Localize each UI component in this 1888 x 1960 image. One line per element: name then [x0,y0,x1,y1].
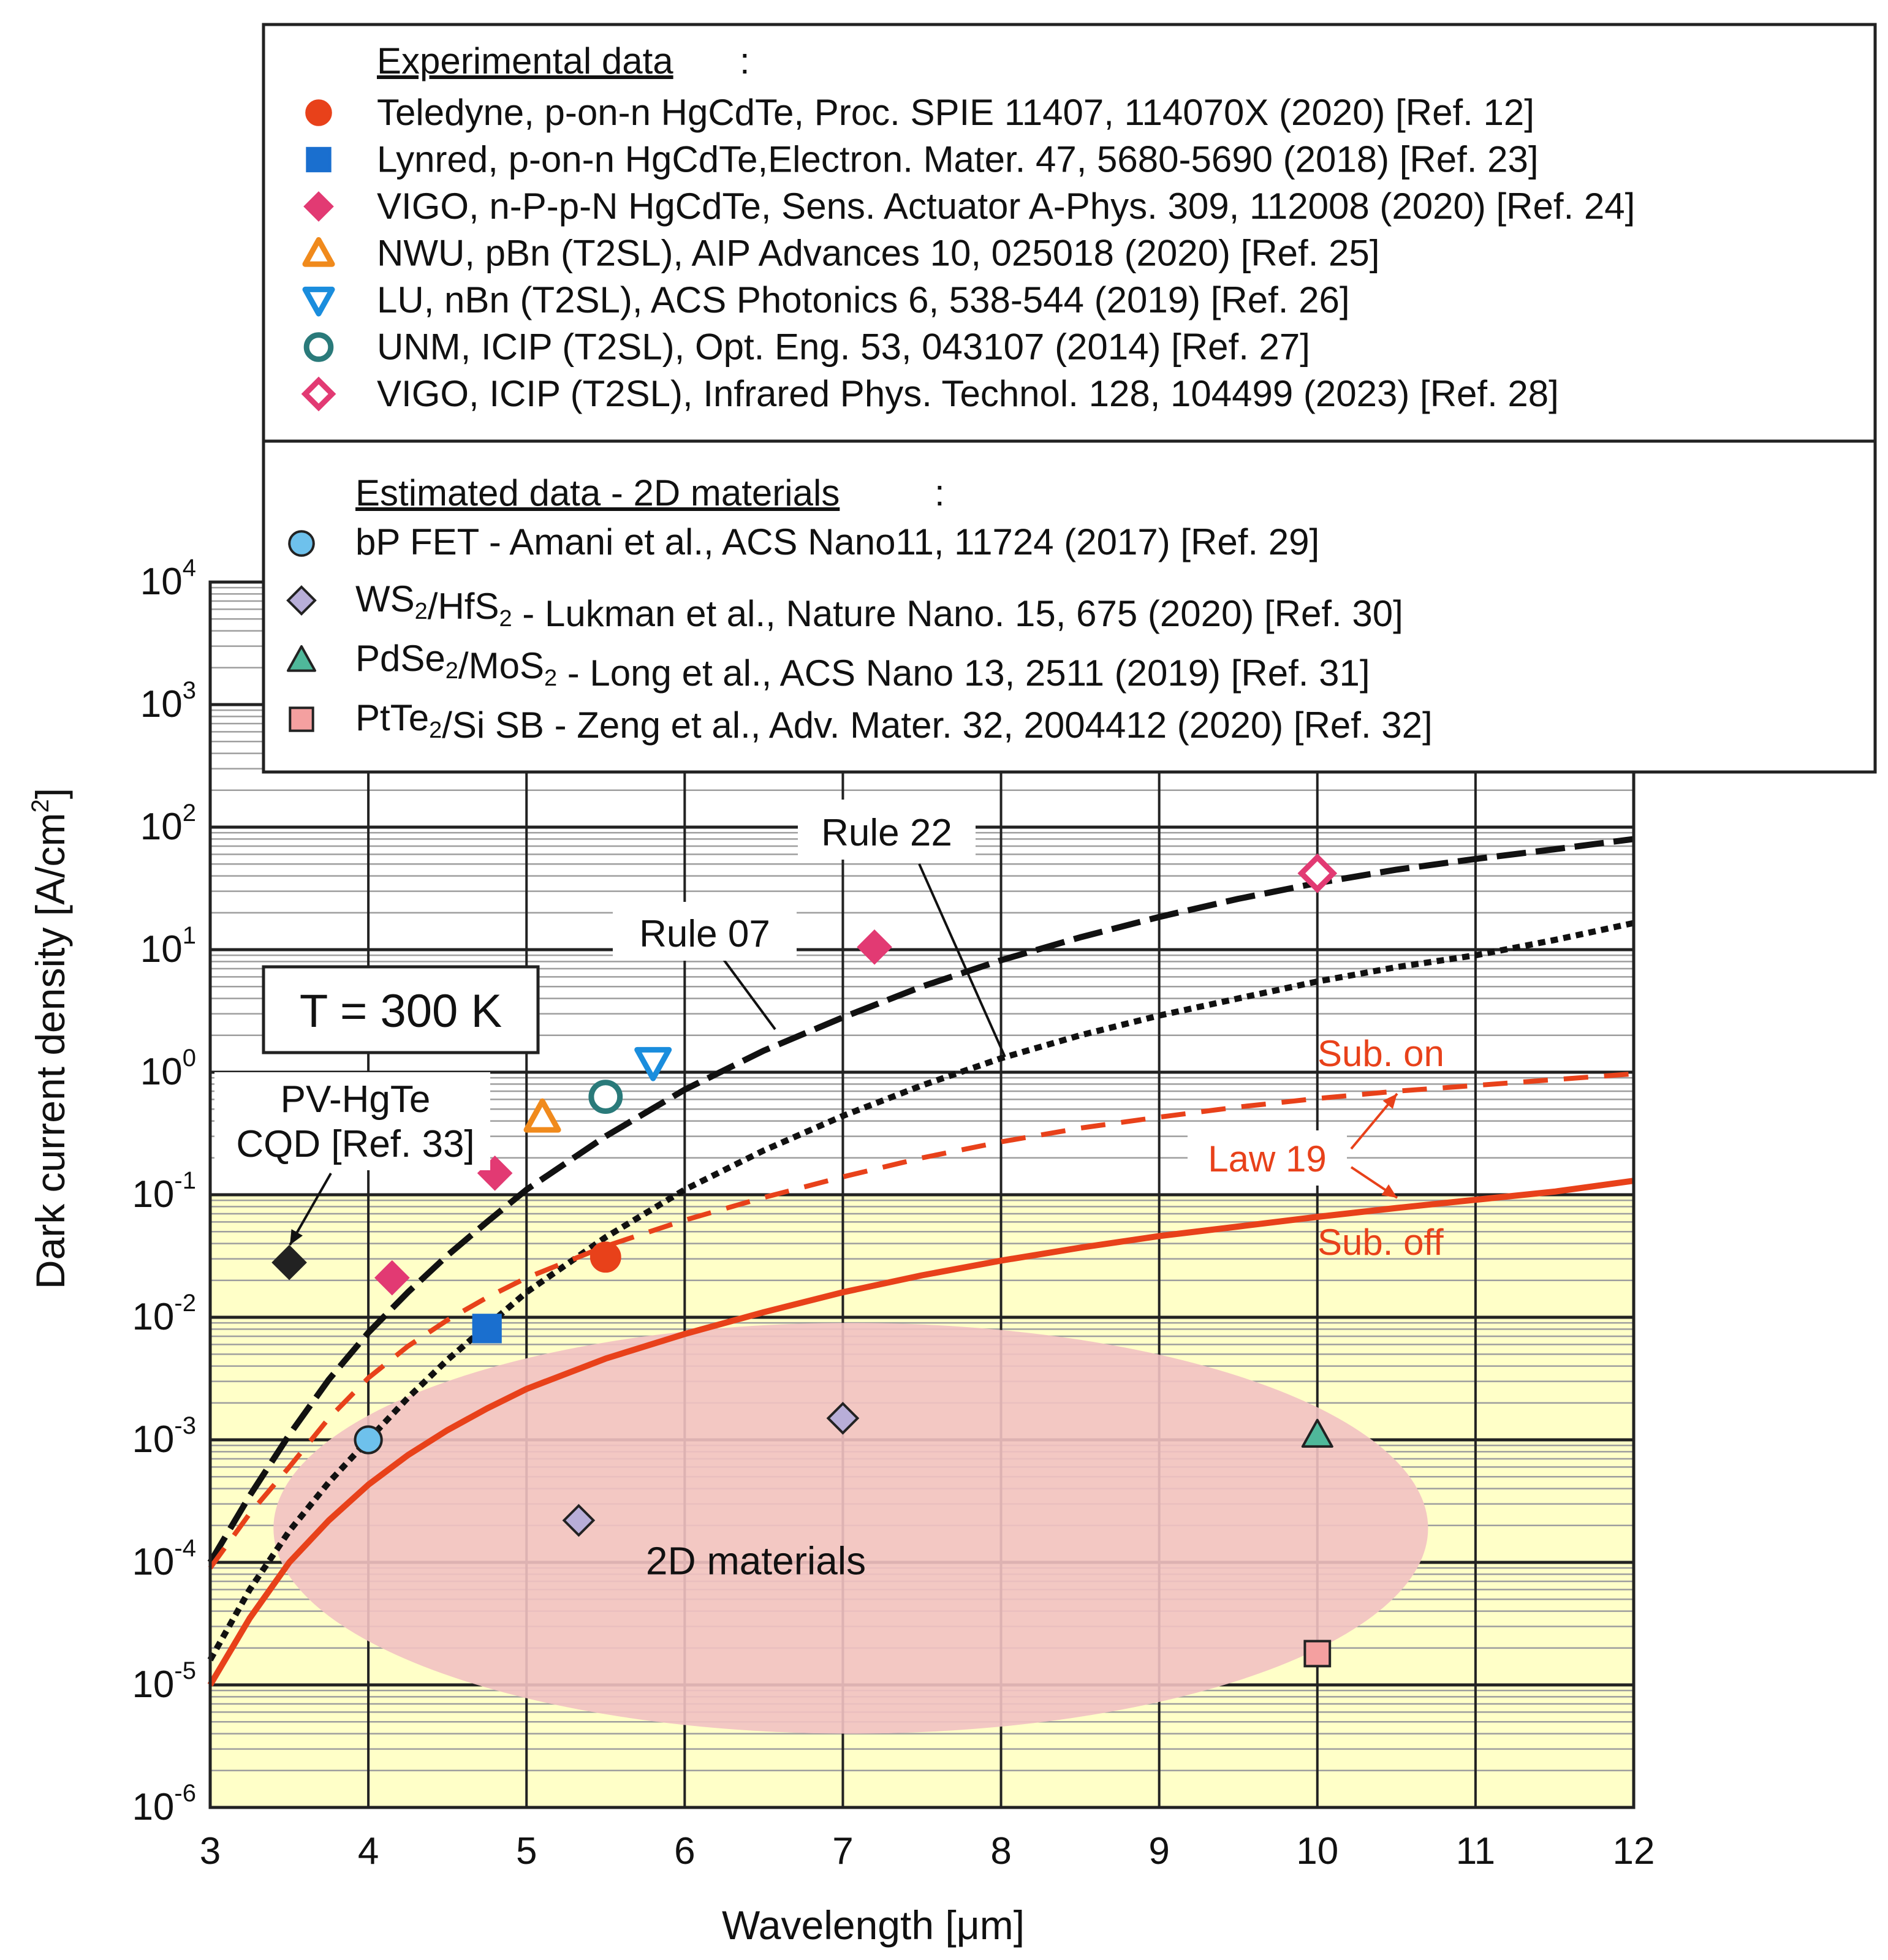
law19-leader-on-head [1382,1094,1397,1110]
curve-rule-22 [207,920,1635,1662]
legend-exp-marker-5 [303,332,334,362]
legend-exp-marker-0 [305,99,332,126]
legend-experimental-heading: Experimental data [377,40,673,81]
legend-estimated-box [262,439,1877,774]
x-tick-label: 3 [200,1830,221,1872]
rule22-leader [918,863,1006,1058]
x-tick-label: 10 [1296,1830,1338,1872]
point-ptte2-si-sb [1303,1640,1332,1668]
legend-exp-marker-6 [301,376,336,412]
sub-off-label: Sub. off [1317,1222,1444,1263]
legend-est-marker-3 [289,706,314,732]
cqd-label-line2: CQD [Ref. 33] [236,1123,474,1165]
legend-exp-entry-1: Lynred, p-on-n HgCdTe,Electron. Mater. 4… [377,139,1539,180]
curve-law-19-sub-off [207,1178,1634,1687]
y-tick-label: 10-3 [132,1412,196,1461]
curve-law-19-sub-on [208,1071,1634,1570]
legend-exp-marker-1 [306,146,332,173]
region-label: 2D materials [646,1538,866,1583]
x-tick-label: 8 [990,1830,1011,1872]
temperature-label: T = 300 K [300,985,502,1037]
x-tick-label: 6 [674,1830,695,1872]
axis-ticks: 3 4 5 6 7 8 9 10 11 12 104 103 102 101 100 10-1 10-2 10-3… [132,554,1655,1872]
cqd-leader-head [290,1229,303,1245]
point-vigo-n-p-p-n [374,1260,410,1296]
point-teledyne [590,1241,621,1273]
x-tick-label: 5 [516,1830,537,1872]
rule07-label: Rule 07 [639,913,770,955]
point-lu [634,1046,672,1081]
point-bp-fet [354,1425,383,1455]
cqd-label-bg [214,1072,490,1170]
y-tick-label: 10-5 [132,1657,196,1706]
leader-lines [289,863,1398,1246]
rule22-label: Rule 22 [821,812,952,854]
x-tick-label: 11 [1456,1830,1495,1872]
y-tick-label: 101 [140,922,196,971]
legend-estimated-heading: Estimated data - 2D materials [355,472,840,513]
legend-exp-entry-6: VIGO, ICIP (T2SL), Infrared Phys. Techno… [377,373,1559,414]
legend-estimated-heading-colon: : [935,472,945,513]
point-lynred [472,1314,502,1344]
y-tick-label: 10-4 [132,1535,196,1583]
annotations: T = 300 K Rule 22 Rule 07 Sub. on Sub. off La… [214,800,1444,1263]
sub-on-label: Sub. on [1317,1033,1444,1074]
model-curves [207,836,1635,1687]
legend-est-entry-2: PdSe2/MoS2 - Long et al., ACS Nano 13, 2… [355,638,1370,694]
y-tick-label: 10-1 [132,1167,196,1216]
region-ellipse [273,1323,1428,1734]
rule07-leader [722,958,776,1031]
legend-est-marker-2 [287,645,316,672]
y-axis-label: Dark current density [A/cm2] [27,788,73,1289]
legend-est-marker-1 [286,585,317,616]
legend-exp-marker-2 [303,191,334,222]
point-ws2-hfs2 [562,1504,596,1537]
legend-est-entry-3: PtTe2/Si SB - Zeng et al., Adv. Mater. 3… [355,697,1433,746]
legend: Experimental data: Teledyne, p-on-n HgCdT… [262,23,1877,774]
cqd-label-line1: PV-HgTe [281,1078,431,1121]
data-points [271,853,1338,1668]
x-tick-label: 7 [832,1830,853,1872]
x-tick-label: 4 [358,1830,379,1872]
law19-label-bg [1188,1130,1347,1186]
y-tick-label: 103 [140,677,196,725]
legend-exp-entry-0: Teledyne, p-on-n HgCdTe, Proc. SPIE 1140… [377,92,1534,133]
y-tick-label: 104 [140,554,196,603]
rule22-label-bg [798,800,976,860]
point-vigo-n-p-p-n [857,929,892,965]
legend-exp-marker-4 [302,286,335,317]
legend-est-entry-1: WS2/HfS2 - Lukman et al., Nature Nano. 1… [355,578,1403,634]
y-tick-label: 100 [140,1045,196,1093]
point-pdse2-mos2 [1301,1418,1333,1448]
x-tick-label: 12 [1613,1830,1655,1872]
temperature-box [262,965,540,1054]
point-ws2-hfs2 [826,1401,860,1435]
point-unm [588,1080,623,1114]
legend-experimental-heading-colon: : [740,40,750,81]
rule07-label-bg [613,902,797,961]
legend-exp-entry-3: NWU, pBn (T2SL), AIP Advances 10, 025018… [377,233,1379,274]
region-2d-materials: 2D materials [273,1323,1428,1734]
curve-rule-07 [207,836,1634,1564]
point-pv-hgte-cqd [271,1244,307,1281]
legend-experimental-box [262,23,1877,443]
x-axis-label: Wavelength [μm] [722,1902,1025,1948]
point-vigo-icip [1297,853,1338,893]
y-tick-label: 10-2 [132,1290,196,1338]
legend-est-marker-0 [288,530,315,557]
x-tick-label: 9 [1148,1830,1169,1872]
legend-exp-entry-2: VIGO, n-P-p-N HgCdTe, Sens. Actuator A-P… [377,186,1635,227]
law19-label: Law 19 [1208,1138,1326,1179]
y-tick-label: 102 [140,800,196,848]
legend-exp-entry-4: LU, nBn (T2SL), ACS Photonics 6, 538-544… [377,279,1350,320]
legend-exp-marker-3 [302,237,335,267]
y-tick-label: 10-6 [132,1780,196,1828]
legend-exp-entry-5: UNM, ICIP (T2SL), Opt. Eng. 53, 043107 (… [377,327,1310,368]
legend-est-entry-0: bP FET - Amani et al., ACS Nano11, 11724… [355,521,1319,562]
point-nwu [523,1098,561,1133]
law19-leader-off-head [1381,1184,1397,1198]
